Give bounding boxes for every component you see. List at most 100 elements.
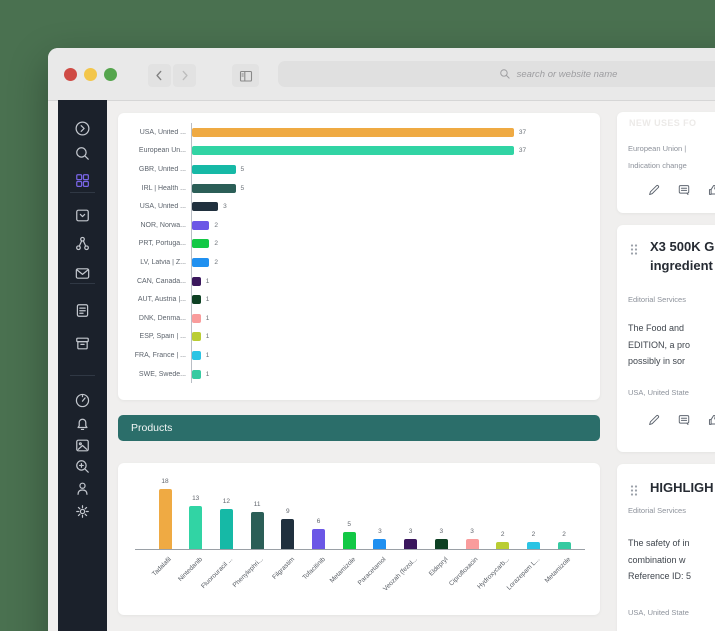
sidebar-inbox-icon[interactable] — [74, 207, 91, 224]
vbar-value: 2 — [531, 531, 536, 539]
sidebar-toggle-button[interactable] — [232, 64, 259, 87]
vbar-bar[interactable] — [158, 489, 172, 549]
vbar-bar[interactable] — [342, 532, 356, 549]
sidebar-circle-chevron-icon[interactable] — [74, 120, 91, 137]
hbar-category-label: AUT, Austria |... — [137, 296, 186, 304]
sidebar-network-icon[interactable] — [74, 235, 91, 252]
vbar-bar[interactable] — [373, 539, 387, 549]
vbar-bar[interactable] — [465, 539, 479, 549]
hbar-bar[interactable] — [192, 146, 514, 156]
sidebar-search-icon[interactable] — [74, 145, 91, 162]
hbar-bar[interactable] — [192, 369, 201, 379]
sidebar-archive-icon[interactable] — [74, 335, 91, 352]
address-search-field[interactable]: search or website name — [278, 61, 715, 87]
drag-handle-icon[interactable] — [630, 484, 638, 497]
hbar-value: 2 — [214, 258, 219, 266]
hbar-track: 1 — [191, 327, 594, 347]
forward-button[interactable] — [173, 64, 196, 87]
vbar-bar[interactable] — [250, 512, 264, 549]
hbar-bar[interactable] — [192, 202, 219, 212]
hbar-track: 1 — [191, 364, 594, 384]
vbar-bar[interactable] — [434, 539, 448, 549]
hbar-bar[interactable] — [192, 220, 210, 230]
hbar-category-label: DNK, Denma... — [138, 314, 186, 322]
vbar-bar[interactable] — [219, 509, 233, 549]
hbar-bar[interactable] — [192, 239, 210, 249]
hbar-bar[interactable] — [192, 276, 201, 286]
close-button[interactable] — [64, 68, 77, 81]
hbar-row: SWE, Swede... 1 — [118, 364, 594, 384]
sidebar-gauge-icon[interactable] — [74, 392, 91, 409]
vbar-value: 5 — [347, 521, 351, 529]
vbar-category-label: Veozah (fezol... — [381, 556, 419, 593]
vbar-category-label: Tadalafil — [151, 556, 173, 578]
hbar-bar[interactable] — [192, 313, 201, 323]
hbar-row: PRT, Portuga... 2 — [118, 234, 594, 254]
products-bar-chart: 18 Tadalafil 13 Nintedanib 12 Fluorouracil ..… — [118, 463, 600, 615]
hbar-track: 1 — [191, 290, 594, 309]
vbar-bar[interactable] — [189, 505, 203, 549]
hbar-value: 1 — [205, 296, 210, 304]
vbar-value: 13 — [192, 494, 200, 502]
sidebar-document-icon[interactable] — [74, 302, 91, 319]
search-placeholder: search or website name — [516, 68, 618, 80]
sidebar-mail-icon[interactable] — [74, 265, 91, 282]
hbar-category-label: USA, United ... — [139, 128, 186, 136]
vbar-bar[interactable] — [281, 519, 295, 549]
vbar-value: 2 — [500, 531, 505, 539]
sidebar-image-icon[interactable] — [74, 437, 91, 454]
browser-window: search or website name USA, United ... 37… — [48, 48, 715, 631]
vbar-bar[interactable] — [404, 539, 418, 549]
comment-icon[interactable] — [677, 183, 691, 197]
vbar-category-label: Paracetamol — [357, 556, 388, 587]
hbar-row: FRA, France | ... 1 — [118, 346, 594, 365]
vbar-category-label: Lorazepam L... — [505, 556, 542, 592]
maximize-button[interactable] — [104, 68, 117, 81]
hbar-category-label: PRT, Portuga... — [138, 240, 186, 248]
hbar-bar[interactable] — [192, 332, 201, 342]
sidebar-dashboard-grid-icon[interactable] — [74, 172, 91, 189]
hbar-category-label: European Un... — [138, 147, 186, 155]
products-chart-card: 18 Tadalafil 13 Nintedanib 12 Fluorouracil ..… — [118, 463, 600, 615]
sidebar-user-icon[interactable] — [74, 480, 91, 497]
hbar-value: 3 — [223, 203, 227, 211]
comment-icon[interactable] — [677, 413, 691, 427]
drag-handle-icon[interactable] — [630, 243, 638, 256]
hbar-bar[interactable] — [192, 183, 236, 193]
app-sidebar — [58, 100, 107, 631]
hbar-bar[interactable] — [192, 350, 201, 360]
vbar-bar[interactable] — [557, 542, 571, 549]
hbar-category-label: SWE, Swede... — [138, 370, 186, 378]
hbar-row: NOR, Norwa... 2 — [118, 215, 594, 235]
sidebar-settings-icon[interactable] — [74, 503, 91, 520]
hbar-value: 1 — [205, 314, 210, 322]
hbar-row: DNK, Denma... 1 — [118, 308, 594, 328]
thumbs-up-icon[interactable] — [707, 413, 715, 427]
hbar-value: 37 — [518, 128, 527, 136]
hbar-track: 2 — [191, 234, 594, 254]
hbar-row: CAN, Canada... 1 — [118, 271, 594, 291]
hbar-value: 2 — [214, 240, 219, 248]
vbar-bar[interactable] — [496, 542, 510, 549]
vbar-bar[interactable] — [312, 529, 325, 549]
hbar-bar[interactable] — [192, 164, 236, 174]
hbar-bar[interactable] — [192, 257, 210, 267]
sidebar-bell-icon[interactable] — [74, 415, 91, 432]
edit-icon[interactable] — [647, 413, 661, 427]
hbar-row: USA, United ... 3 — [118, 197, 594, 216]
news-card-faded-title: NEW USES FO — [629, 118, 697, 128]
sidebar-zoom-in-icon[interactable] — [74, 458, 91, 475]
edit-icon[interactable] — [647, 183, 661, 197]
vbar-value: 11 — [253, 501, 261, 509]
vbar-bar[interactable] — [526, 542, 540, 549]
news-card-title: HIGHLIGH — [650, 480, 714, 495]
hbar-bar[interactable] — [192, 295, 201, 305]
thumbs-up-icon[interactable] — [707, 183, 715, 197]
back-button[interactable] — [148, 64, 171, 87]
news-card-body: The safety of in combination w Reference… — [628, 538, 692, 581]
vbar-category-label: Eldepryl — [427, 556, 450, 578]
news-card-meta: European Union | — [628, 144, 687, 153]
hbar-bar[interactable] — [192, 127, 514, 137]
vbar-category-label: Metamizole — [543, 556, 573, 585]
minimize-button[interactable] — [84, 68, 97, 81]
